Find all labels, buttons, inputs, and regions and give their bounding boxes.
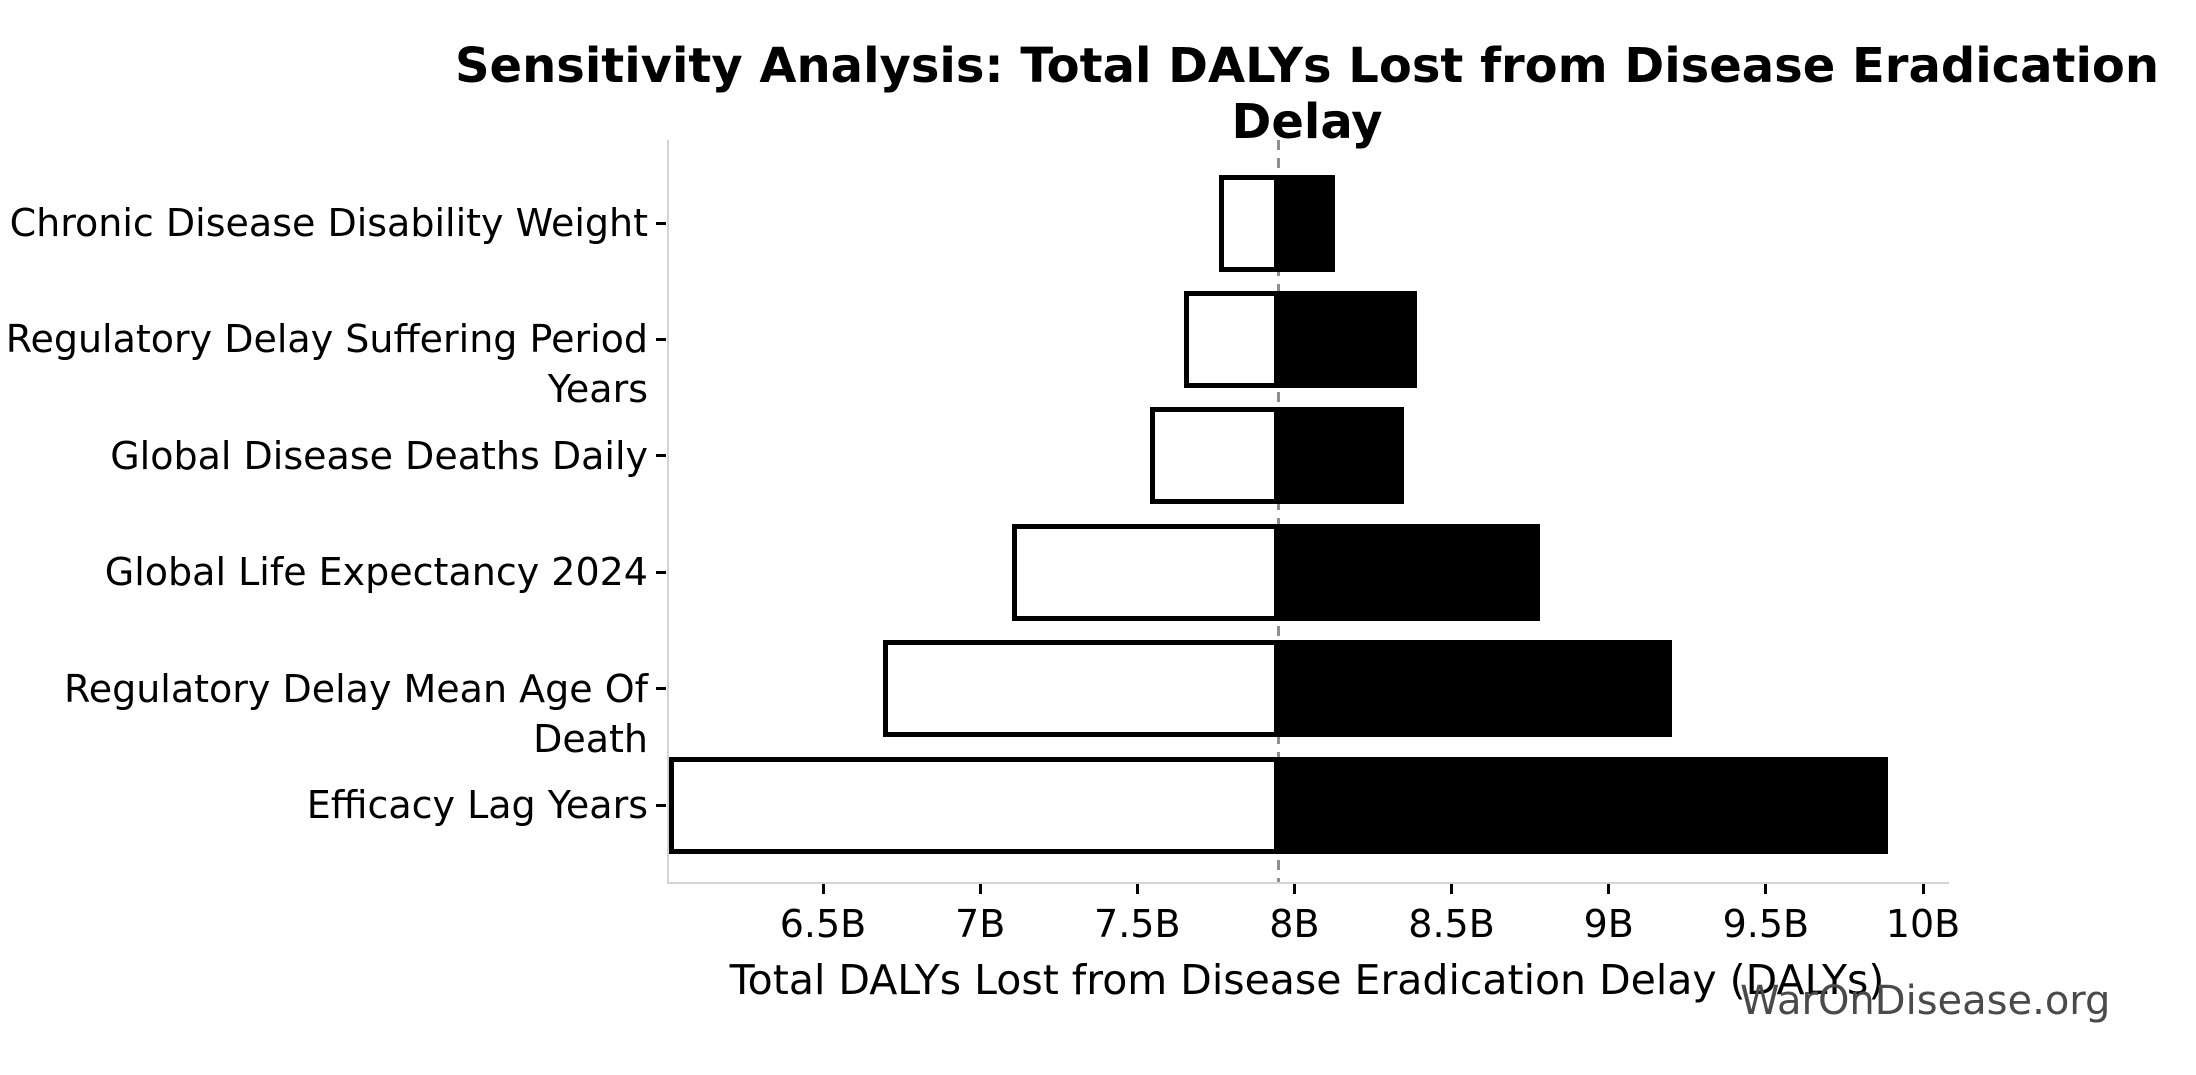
x-tick-label: 9B [1583,902,1634,946]
high-value-bar [1278,523,1540,621]
chart-title: Sensitivity Analysis: Total DALYs Lost f… [454,38,2160,150]
y-tick-label: Efficacy Lag Years [306,783,648,827]
watermark: WarOnDisease.org [1740,978,2111,1024]
low-value-bar [1011,523,1279,621]
y-axis-tick [656,221,666,225]
x-axis-tick [1450,884,1454,894]
y-tick-label: Chronic Disease Disability Weight [9,201,648,245]
y-axis-spine [667,140,669,884]
y-axis-tick [656,454,666,458]
x-tick-label: 7B [955,902,1006,946]
y-axis-tick [656,337,666,341]
y-axis-tick [656,570,666,574]
x-tick-label: 10B [1885,902,1961,946]
y-axis-tick [656,687,666,691]
baseline-dashed-line [1277,140,1281,882]
low-value-bar [1149,407,1279,505]
high-value-bar [1278,640,1672,738]
x-axis-tick [1764,884,1768,894]
x-axis-tick [1607,884,1611,894]
low-value-bar [669,756,1279,854]
x-tick-label: 7.5B [1094,902,1181,946]
x-tick-label: 8B [1269,902,1320,946]
x-tick-label: 6.5B [779,902,867,946]
high-value-bar [1278,174,1336,272]
x-tick-label: 8.5B [1408,902,1495,946]
low-value-bar [882,640,1279,738]
y-tick-label: Regulatory Delay Mean Age Of Death [64,666,648,761]
x-axis-tick [978,884,982,894]
high-value-bar [1278,407,1405,505]
high-value-bar [1278,756,1889,854]
high-value-bar [1278,290,1417,388]
x-tick-label: 9.5B [1722,902,1810,946]
x-axis-tick [1921,884,1925,894]
x-axis-spine [667,882,1949,884]
x-axis-label: Total DALYs Lost from Disease Eradicatio… [729,956,1885,1004]
y-axis-tick [656,803,666,807]
x-axis-tick [821,884,825,894]
x-axis-tick [1292,884,1296,894]
low-value-bar [1184,290,1279,388]
low-value-bar [1219,174,1279,272]
x-axis-tick [1135,884,1139,894]
y-tick-label: Regulatory Delay Suffering Period Years [5,317,648,412]
y-tick-label: Global Disease Deaths Daily [110,433,648,478]
y-tick-label: Global Life Expectancy 2024 [104,550,648,595]
